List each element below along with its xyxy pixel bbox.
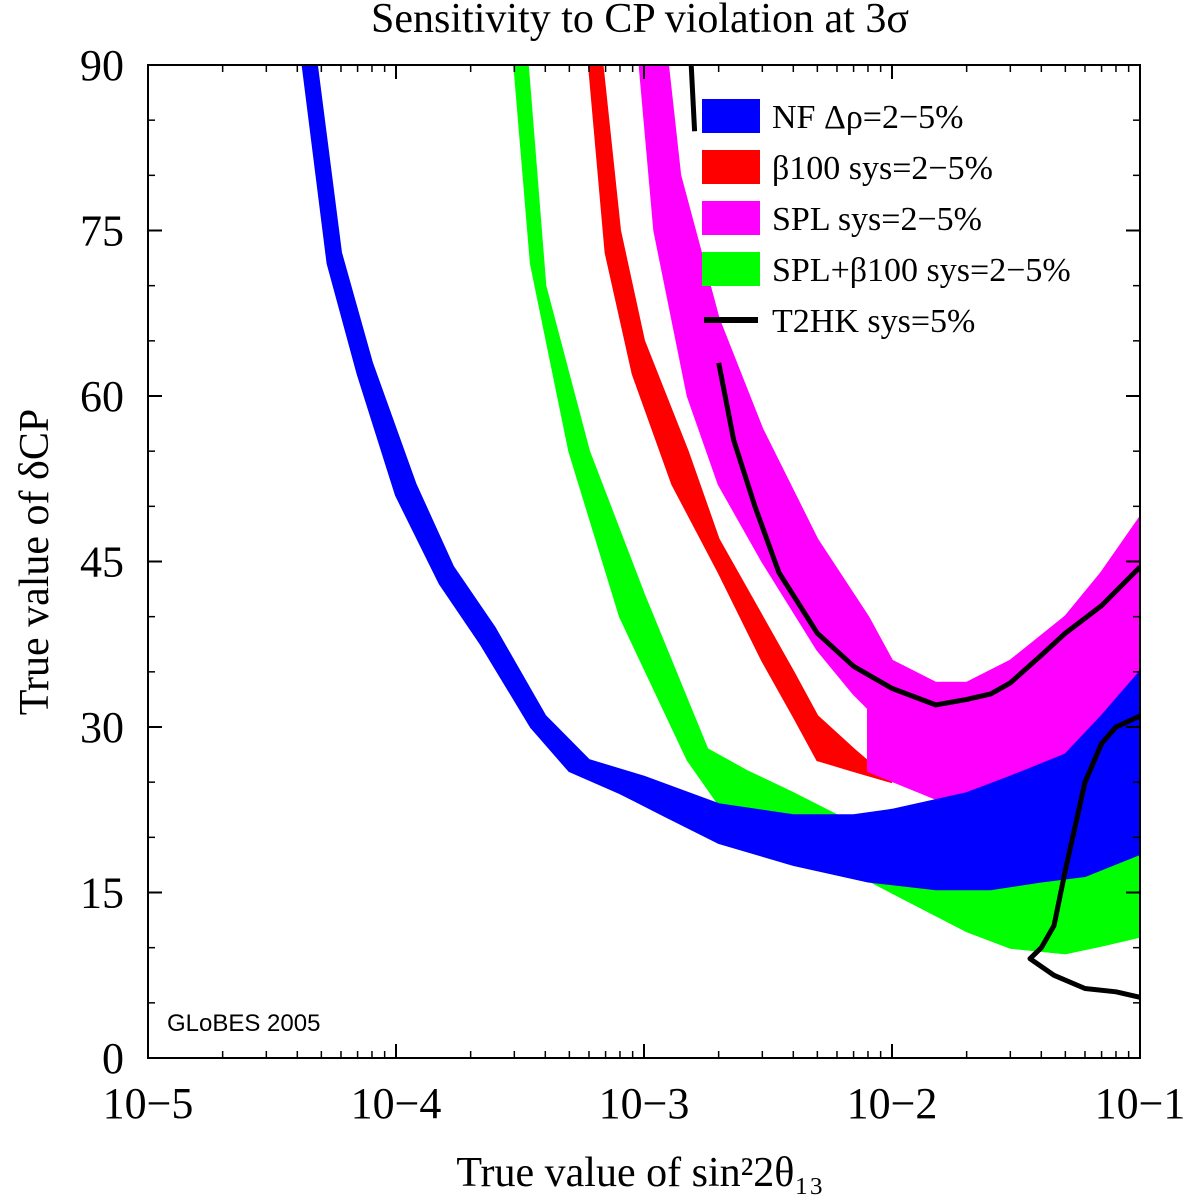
x-tick-label: 10−3 (599, 1079, 690, 1128)
series-line-4-seg-0 (688, 65, 698, 132)
x-tick-label: 10−2 (847, 1079, 938, 1128)
y-tick-label: 90 (80, 41, 124, 90)
y-axis-label: True value of δCP (12, 409, 58, 715)
legend-swatch (702, 252, 760, 286)
chart-title: Sensitivity to CP violation at 3σ (371, 0, 909, 42)
legend-label: SPL+β100 sys=2−5% (772, 252, 1071, 289)
series-band-1 (587, 65, 893, 784)
x-tick-label: 10−5 (103, 1079, 194, 1128)
axis-ticks: 10−5 10−4 10−3 10−2 10−1 0 15 30 45 60 75 90 (80, 41, 1185, 1128)
y-tick-label: 60 (80, 372, 124, 421)
legend-label: NF Δρ=2−5% (772, 99, 963, 136)
y-tick-label: 30 (80, 703, 124, 752)
legend-swatch (702, 150, 760, 184)
x-axis-label: True value of sin²2θ₁₃ (456, 1150, 823, 1196)
legend-label: β100 sys=2−5% (772, 150, 993, 187)
y-tick-label: 75 (80, 207, 124, 256)
x-tick-label: 10−1 (1095, 1079, 1186, 1128)
annotation: GLoBES 2005 (167, 1010, 320, 1037)
y-tick-label: 0 (102, 1034, 124, 1083)
series-line-4-seg-2 (1027, 713, 1140, 1000)
legend-swatch (702, 99, 760, 133)
legend-label: T2HK sys=5% (772, 303, 975, 340)
series-band-3 (301, 65, 1140, 891)
y-tick-label: 15 (80, 869, 124, 918)
x-tick-label: 10−4 (351, 1079, 442, 1128)
y-tick-label: 45 (80, 538, 124, 587)
series-line-4-seg-1 (716, 362, 1140, 708)
legend-swatch (702, 201, 760, 235)
legend: NF Δρ=2−5% β100 sys=2−5% SPL sys=2−5% SPL+β… (702, 99, 1071, 340)
series-layer (301, 65, 1140, 1000)
legend-label: SPL sys=2−5% (772, 201, 982, 238)
